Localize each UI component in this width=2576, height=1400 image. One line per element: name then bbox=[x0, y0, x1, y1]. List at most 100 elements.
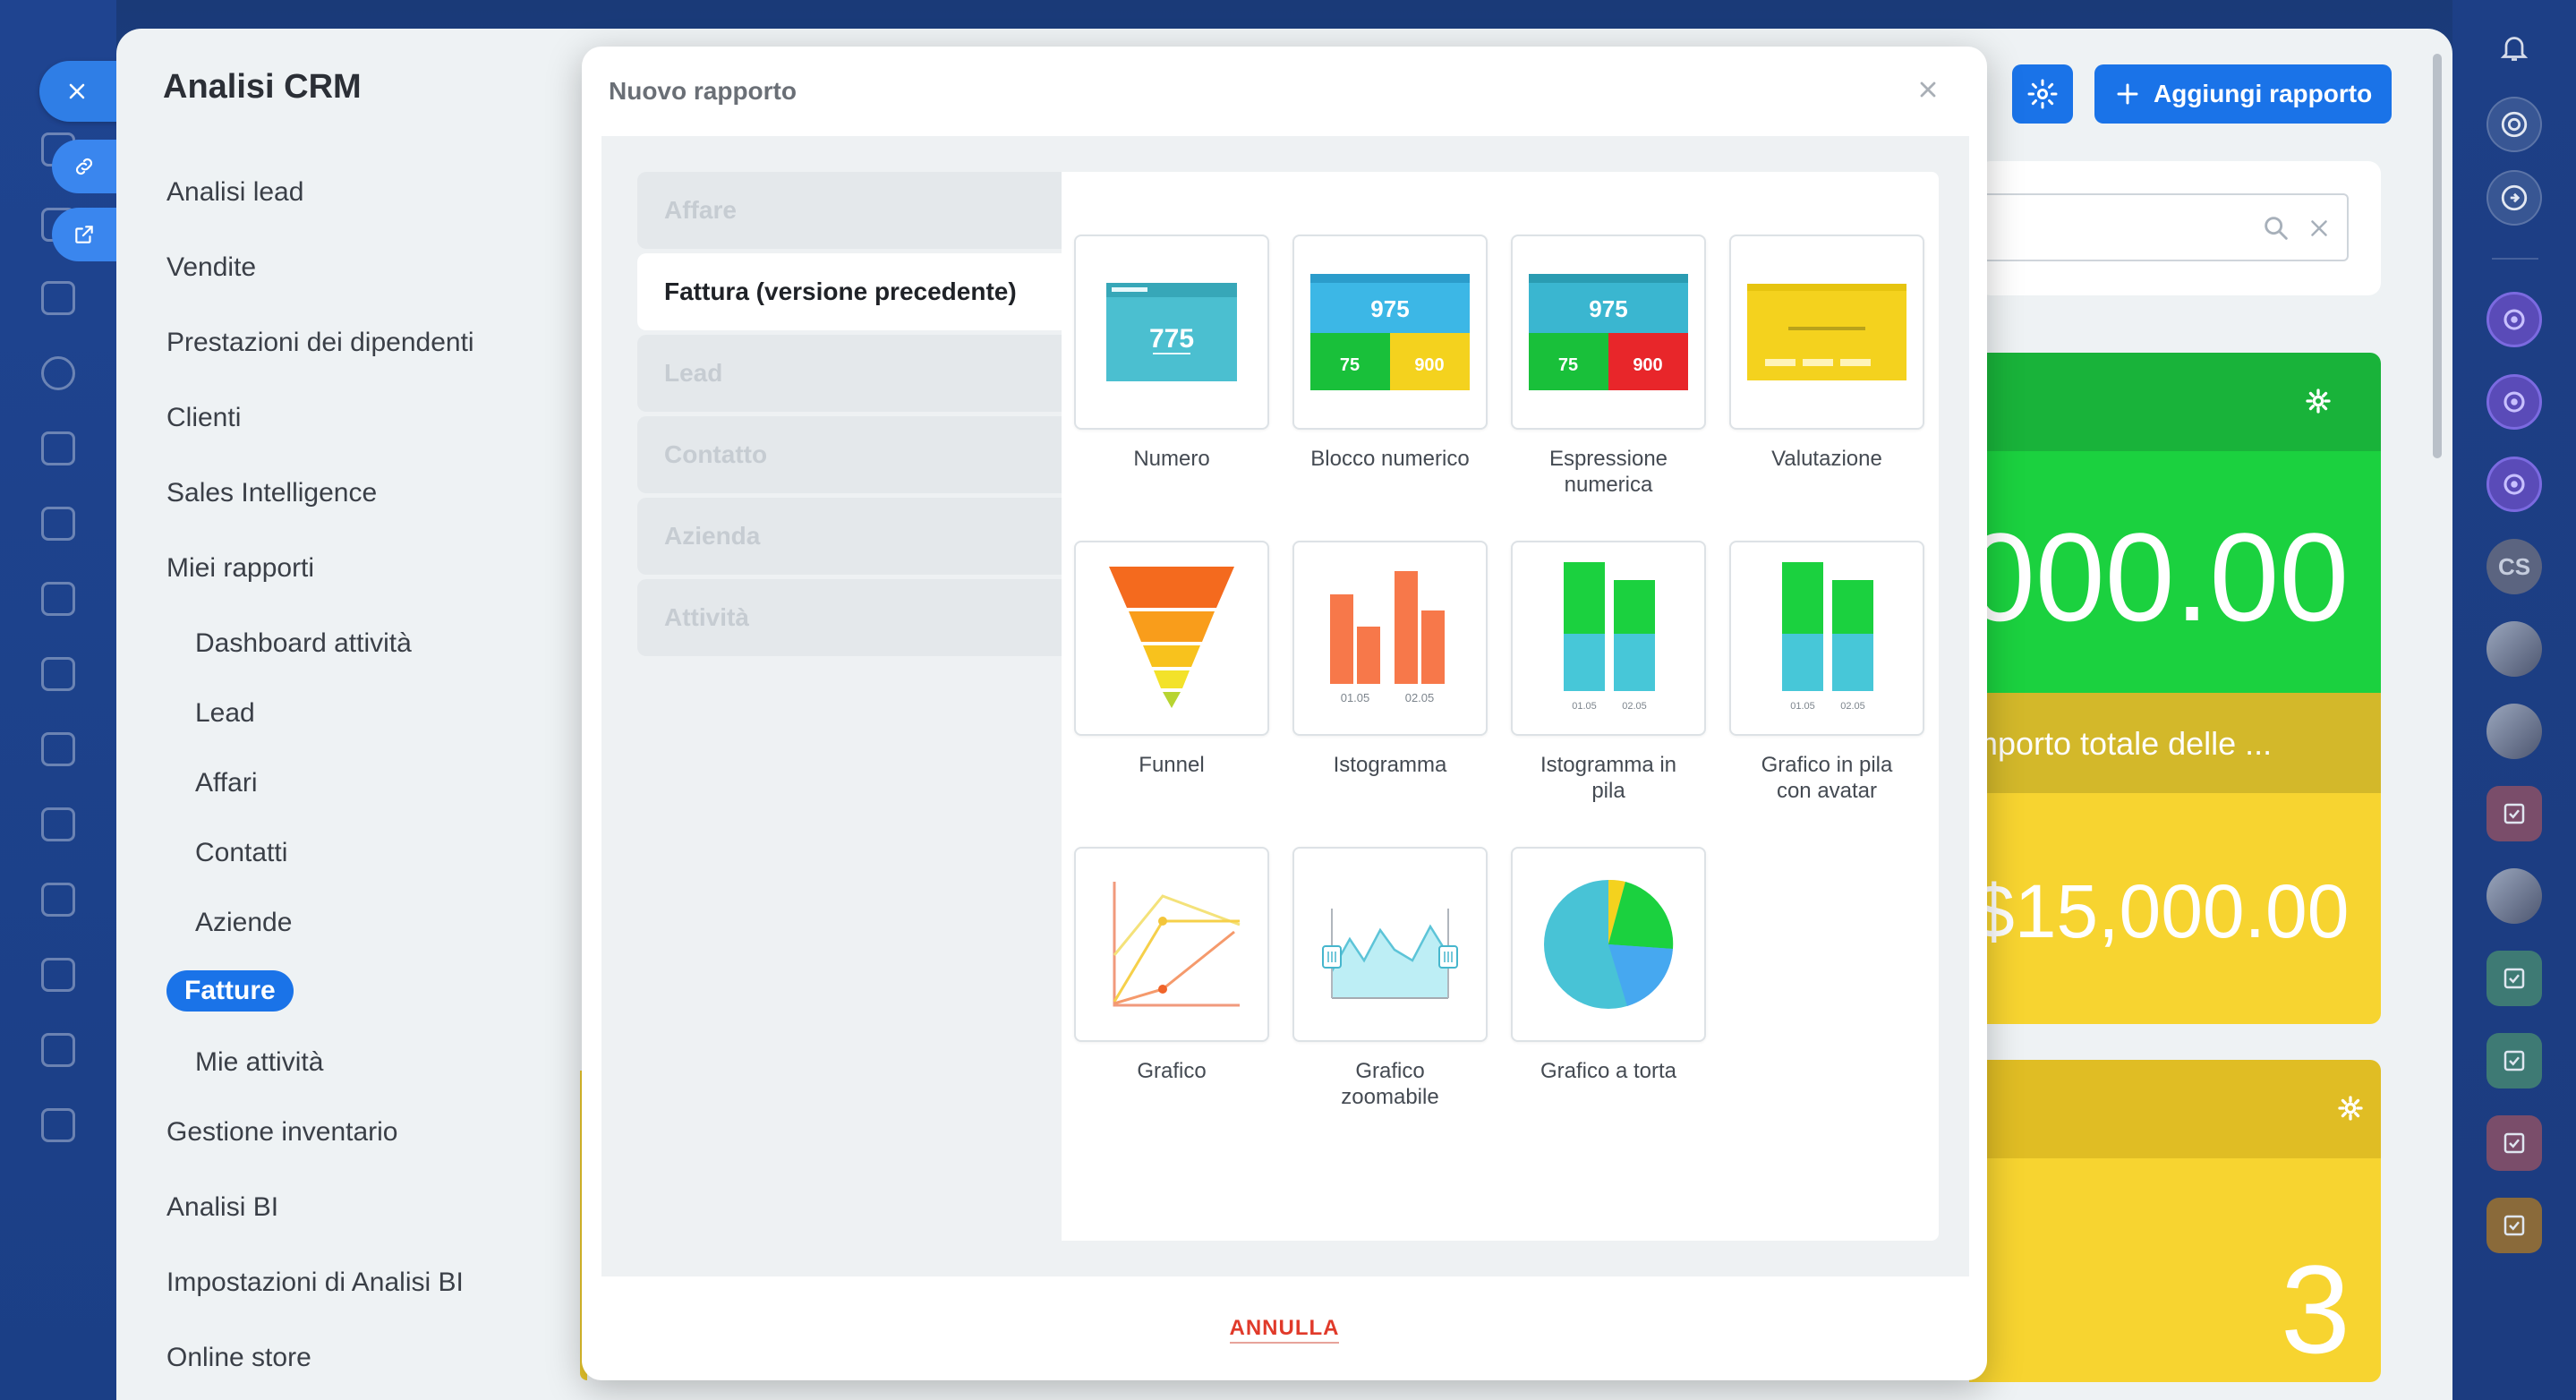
tile-blocco-numerico[interactable]: 975 75 900 Blocco numerico bbox=[1292, 235, 1488, 472]
tile-valutazione[interactable]: Valutazione bbox=[1729, 235, 1924, 472]
add-report-button[interactable]: Aggiungi rapporto bbox=[2094, 64, 2392, 124]
strip-divider bbox=[2492, 258, 2538, 260]
tile-label: Blocco numerico bbox=[1310, 447, 1470, 471]
number-block-preview-right: 900 bbox=[1414, 355, 1444, 375]
notifications-button[interactable] bbox=[2486, 20, 2542, 75]
zoomable-chart-preview-icon bbox=[1322, 909, 1458, 999]
histogram-preview-icon: 01.05 02.05 bbox=[1330, 571, 1445, 704]
widget-gear-icon[interactable] bbox=[2336, 1094, 2365, 1123]
tile-label: Grafico bbox=[1137, 1059, 1207, 1083]
tile-grafico-in-pila-con-avatar[interactable]: 01.05 02.05 Grafico in pila con avatar bbox=[1729, 541, 1924, 804]
checklist-icon[interactable] bbox=[41, 883, 75, 917]
task-chat-5[interactable] bbox=[2486, 1198, 2542, 1253]
task-chat-4[interactable] bbox=[2486, 1115, 2542, 1171]
category-azienda[interactable]: Azienda bbox=[637, 498, 1062, 575]
tile-grafico[interactable]: Grafico bbox=[1074, 847, 1269, 1084]
tile-grafico-zoomabile[interactable]: Grafico zoomabile bbox=[1292, 847, 1488, 1110]
nav-item-analisi-lead[interactable]: Analisi lead bbox=[166, 177, 304, 207]
nav-item-mie-attivita[interactable]: Mie attività bbox=[195, 1047, 324, 1077]
target-icon bbox=[2501, 111, 2528, 138]
feed-icon[interactable] bbox=[41, 281, 75, 315]
checkbox-icon bbox=[2503, 803, 2525, 824]
avatar-stacked-tick-2: 02.05 bbox=[1840, 701, 1865, 712]
documents-icon[interactable] bbox=[41, 507, 75, 541]
new-report-dialog: Nuovo rapporto Affare Fattura (versione … bbox=[582, 47, 1987, 1380]
category-attivita[interactable]: Attività bbox=[637, 579, 1062, 656]
employees-icon[interactable] bbox=[41, 807, 75, 841]
stacked-avatar-preview-icon: 01.05 02.05 bbox=[1782, 562, 1873, 712]
nav-item-gestione-inventario[interactable]: Gestione inventario bbox=[166, 1117, 398, 1147]
nav-item-impostazioni-bi[interactable]: Impostazioni di Analisi BI bbox=[166, 1268, 464, 1297]
number-block-preview-main: 975 bbox=[1370, 295, 1409, 322]
category-fattura[interactable]: Fattura (versione precedente) bbox=[637, 253, 1062, 330]
nav-item-miei-rapporti[interactable]: Miei rapporti bbox=[166, 553, 315, 583]
open-new-window-button[interactable] bbox=[52, 208, 116, 261]
nav-item-online-store[interactable]: Online store bbox=[166, 1343, 311, 1372]
tile-label: Grafico a torta bbox=[1540, 1059, 1677, 1083]
openline-chat-2[interactable] bbox=[2486, 374, 2542, 430]
settings-button[interactable] bbox=[2012, 64, 2073, 124]
nav-item-dashboard-attivita[interactable]: Dashboard attività bbox=[195, 628, 412, 658]
tile-funnel[interactable]: Funnel bbox=[1074, 541, 1269, 778]
page-title: Analisi CRM bbox=[163, 68, 362, 106]
filter-search-input[interactable] bbox=[1978, 193, 2349, 261]
close-icon[interactable] bbox=[1915, 77, 1941, 102]
user-avatar-3[interactable] bbox=[2486, 868, 2542, 924]
widget-gear-icon[interactable] bbox=[2304, 387, 2333, 415]
cancel-label: ANNULLA bbox=[1229, 1316, 1340, 1344]
close-slider-button[interactable] bbox=[39, 61, 122, 122]
nav-item-analisi-bi[interactable]: Analisi BI bbox=[166, 1192, 279, 1222]
tile-istogramma-in-pila[interactable]: 01.05 02.05 Istogramma in pila bbox=[1511, 541, 1706, 804]
tile-espressione-numerica[interactable]: 975 75 900 Espressione numerica bbox=[1511, 235, 1706, 498]
avatar-stacked-tick-1: 01.05 bbox=[1790, 701, 1815, 712]
revenue-widget: e 000.00 mporto totale delle ... $15,000… bbox=[1969, 353, 2381, 1024]
cancel-button[interactable]: ANNULLA bbox=[582, 1316, 1987, 1344]
expression-preview-left: 75 bbox=[1558, 355, 1578, 375]
clear-icon[interactable] bbox=[2306, 215, 2333, 242]
category-affare[interactable]: Affare bbox=[637, 172, 1062, 249]
user-avatar-2[interactable] bbox=[2486, 704, 2542, 759]
nav-item-prestazioni[interactable]: Prestazioni dei dipendenti bbox=[166, 328, 474, 357]
nav-item-vendite[interactable]: Vendite bbox=[166, 252, 257, 282]
nav-item-sales-intelligence[interactable]: Sales Intelligence bbox=[166, 478, 378, 508]
tile-grafico-a-torta[interactable]: Grafico a torta bbox=[1511, 847, 1706, 1084]
user-avatar-1[interactable] bbox=[2486, 621, 2542, 677]
calendar-icon[interactable] bbox=[41, 431, 75, 465]
search-icon bbox=[2265, 217, 2288, 240]
task-chat-3[interactable] bbox=[2486, 1033, 2542, 1088]
nav-item-contatti[interactable]: Contatti bbox=[195, 838, 288, 867]
category-lead[interactable]: Lead bbox=[637, 335, 1062, 412]
tile-label: Istogramma in pila bbox=[1540, 753, 1677, 803]
tile-istogramma[interactable]: 01.05 02.05 Istogramma bbox=[1292, 541, 1488, 778]
telephony-button[interactable] bbox=[2486, 97, 2542, 152]
openline-icon bbox=[2503, 474, 2525, 495]
report-type-grid: 775 Numero 975 75 900 bbox=[1062, 172, 1939, 1241]
expression-preview-main: 975 bbox=[1589, 295, 1627, 322]
number-block-preview-left: 75 bbox=[1340, 355, 1360, 375]
sites-icon[interactable] bbox=[41, 582, 75, 616]
nav-item-affari[interactable]: Affari bbox=[195, 768, 258, 798]
grid-icon[interactable] bbox=[41, 1108, 75, 1142]
task-chat-2[interactable] bbox=[2486, 951, 2542, 1006]
nav-item-fatture[interactable]: Fatture bbox=[166, 970, 294, 1012]
copy-link-button[interactable] bbox=[52, 140, 116, 193]
robot-icon[interactable] bbox=[41, 958, 75, 992]
rating-preview-icon bbox=[1747, 284, 1906, 380]
category-contatto[interactable]: Contatto bbox=[637, 416, 1062, 493]
openline-chat-1[interactable] bbox=[2486, 292, 2542, 347]
tile-numero[interactable]: 775 Numero bbox=[1074, 235, 1269, 472]
nav-item-clienti[interactable]: Clienti bbox=[166, 403, 242, 432]
dialog-title: Nuovo rapporto bbox=[609, 77, 797, 105]
nav-item-aziende[interactable]: Aziende bbox=[195, 908, 293, 937]
nav-item-lead[interactable]: Lead bbox=[195, 698, 255, 728]
task-chat-1[interactable] bbox=[2486, 786, 2542, 841]
store-icon[interactable] bbox=[41, 657, 75, 691]
search-chat-button[interactable] bbox=[2486, 170, 2542, 226]
mail-icon[interactable] bbox=[41, 732, 75, 766]
crm-icon[interactable] bbox=[41, 356, 75, 390]
chat-search-icon bbox=[2501, 184, 2528, 211]
panel-scrollbar[interactable] bbox=[2433, 54, 2442, 458]
openline-chat-3[interactable] bbox=[2486, 457, 2542, 512]
filter-icon[interactable] bbox=[41, 1033, 75, 1067]
user-initials-avatar[interactable]: CS bbox=[2486, 539, 2542, 594]
